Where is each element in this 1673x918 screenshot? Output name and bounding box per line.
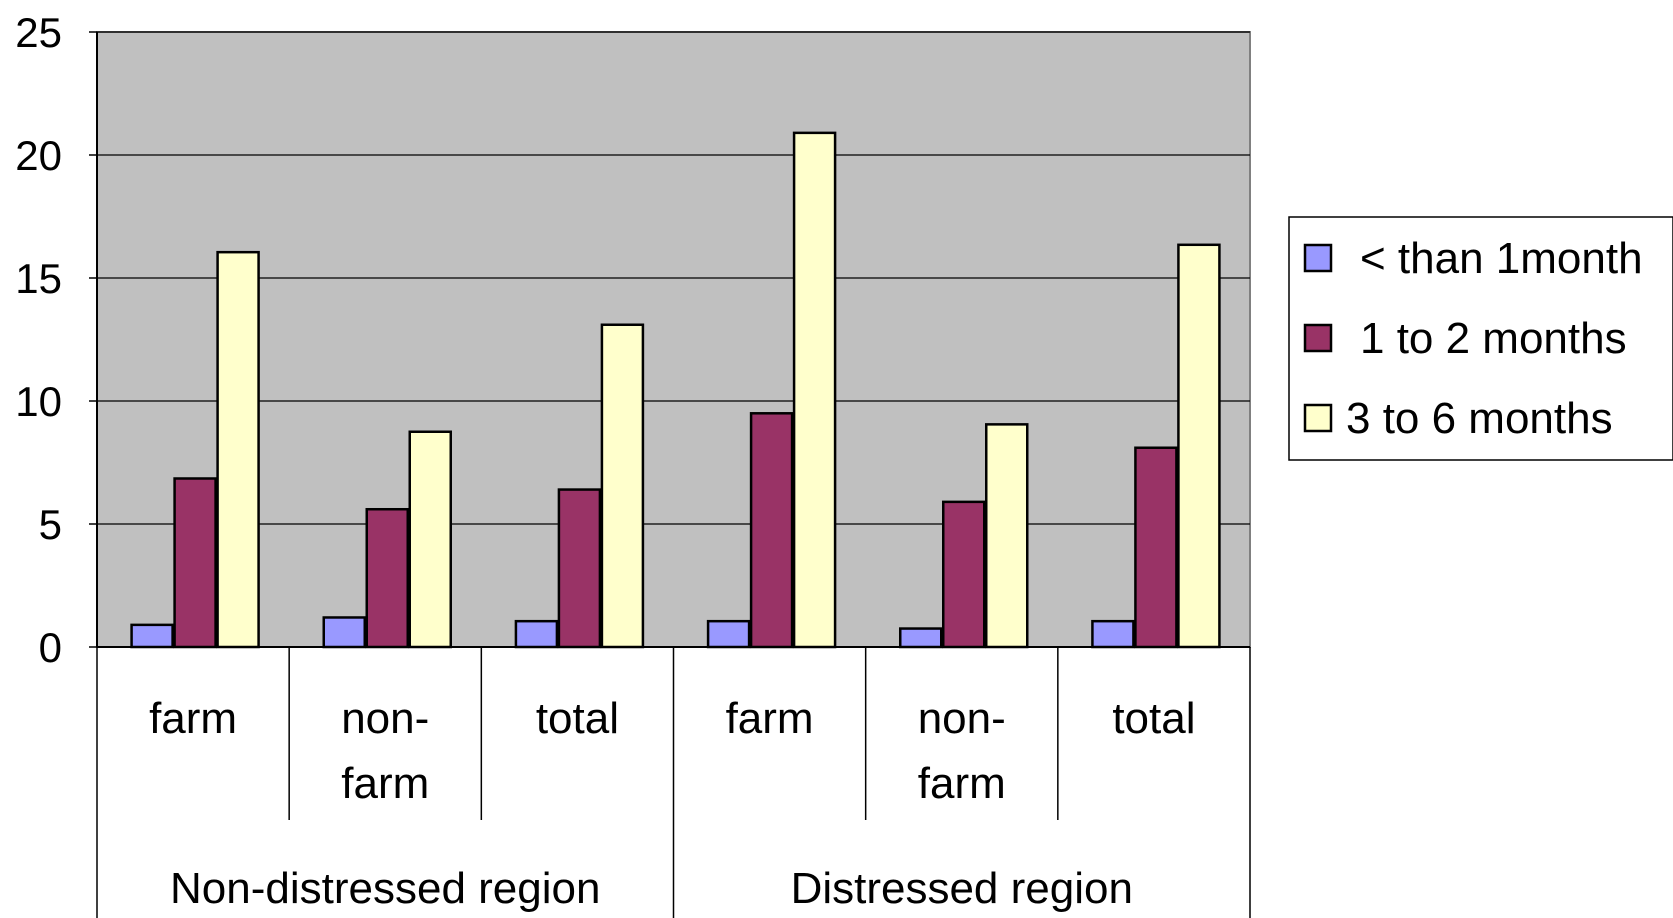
legend-label: 3 to 6 months bbox=[1346, 394, 1613, 443]
legend-box bbox=[1288, 216, 1673, 461]
bar bbox=[365, 507, 409, 649]
y-tick-label: 10 bbox=[15, 378, 62, 425]
plot-area bbox=[96, 31, 1251, 648]
bar bbox=[514, 619, 559, 649]
x-category-label: total bbox=[1112, 694, 1195, 743]
x-category-label: total bbox=[536, 694, 619, 743]
bar bbox=[1134, 446, 1178, 649]
bar bbox=[173, 477, 217, 649]
y-tick-labels: 0 5 10 15 20 25 bbox=[15, 9, 62, 671]
y-tick-label: 20 bbox=[15, 132, 62, 179]
gridlines bbox=[89, 31, 1250, 648]
bar bbox=[322, 616, 366, 649]
bar bbox=[557, 488, 602, 649]
x-category-label: non- bbox=[341, 694, 429, 743]
x-group-label: Distressed region bbox=[791, 864, 1133, 913]
x-category-label: farm bbox=[918, 759, 1006, 808]
legend-swatch bbox=[1303, 323, 1333, 353]
x-category-label: farm bbox=[726, 694, 814, 743]
legend-swatch bbox=[1303, 403, 1333, 433]
legend-swatch bbox=[1303, 243, 1333, 273]
legend-label: < than 1month bbox=[1360, 234, 1643, 283]
legend: < than 1month 1 to 2 months 3 to 6 months bbox=[1288, 216, 1673, 461]
bar bbox=[600, 323, 645, 649]
x-category-labels: farm non-farm total farm non-farm total Non-di… bbox=[149, 694, 1195, 913]
y-tick-label: 0 bbox=[39, 624, 62, 671]
bar bbox=[1177, 243, 1221, 649]
bar bbox=[216, 250, 260, 649]
y-tick-label: 5 bbox=[39, 501, 62, 548]
bar bbox=[706, 619, 751, 649]
bar bbox=[130, 623, 174, 649]
bar bbox=[942, 500, 986, 649]
bar bbox=[749, 412, 794, 649]
bar bbox=[899, 627, 943, 649]
bar bbox=[985, 423, 1029, 649]
bars bbox=[130, 131, 1221, 649]
legend-label: 1 to 2 months bbox=[1360, 314, 1627, 363]
x-category-label: farm bbox=[341, 759, 429, 808]
axes bbox=[96, 32, 1251, 918]
bar bbox=[1091, 619, 1135, 649]
bar bbox=[792, 131, 837, 649]
y-tick-label: 15 bbox=[15, 255, 62, 302]
x-category-label: non- bbox=[918, 694, 1006, 743]
x-category-label: farm bbox=[149, 694, 237, 743]
x-group-label: Non-distressed region bbox=[170, 864, 600, 913]
bar bbox=[408, 430, 452, 649]
y-tick-label: 25 bbox=[15, 9, 62, 56]
